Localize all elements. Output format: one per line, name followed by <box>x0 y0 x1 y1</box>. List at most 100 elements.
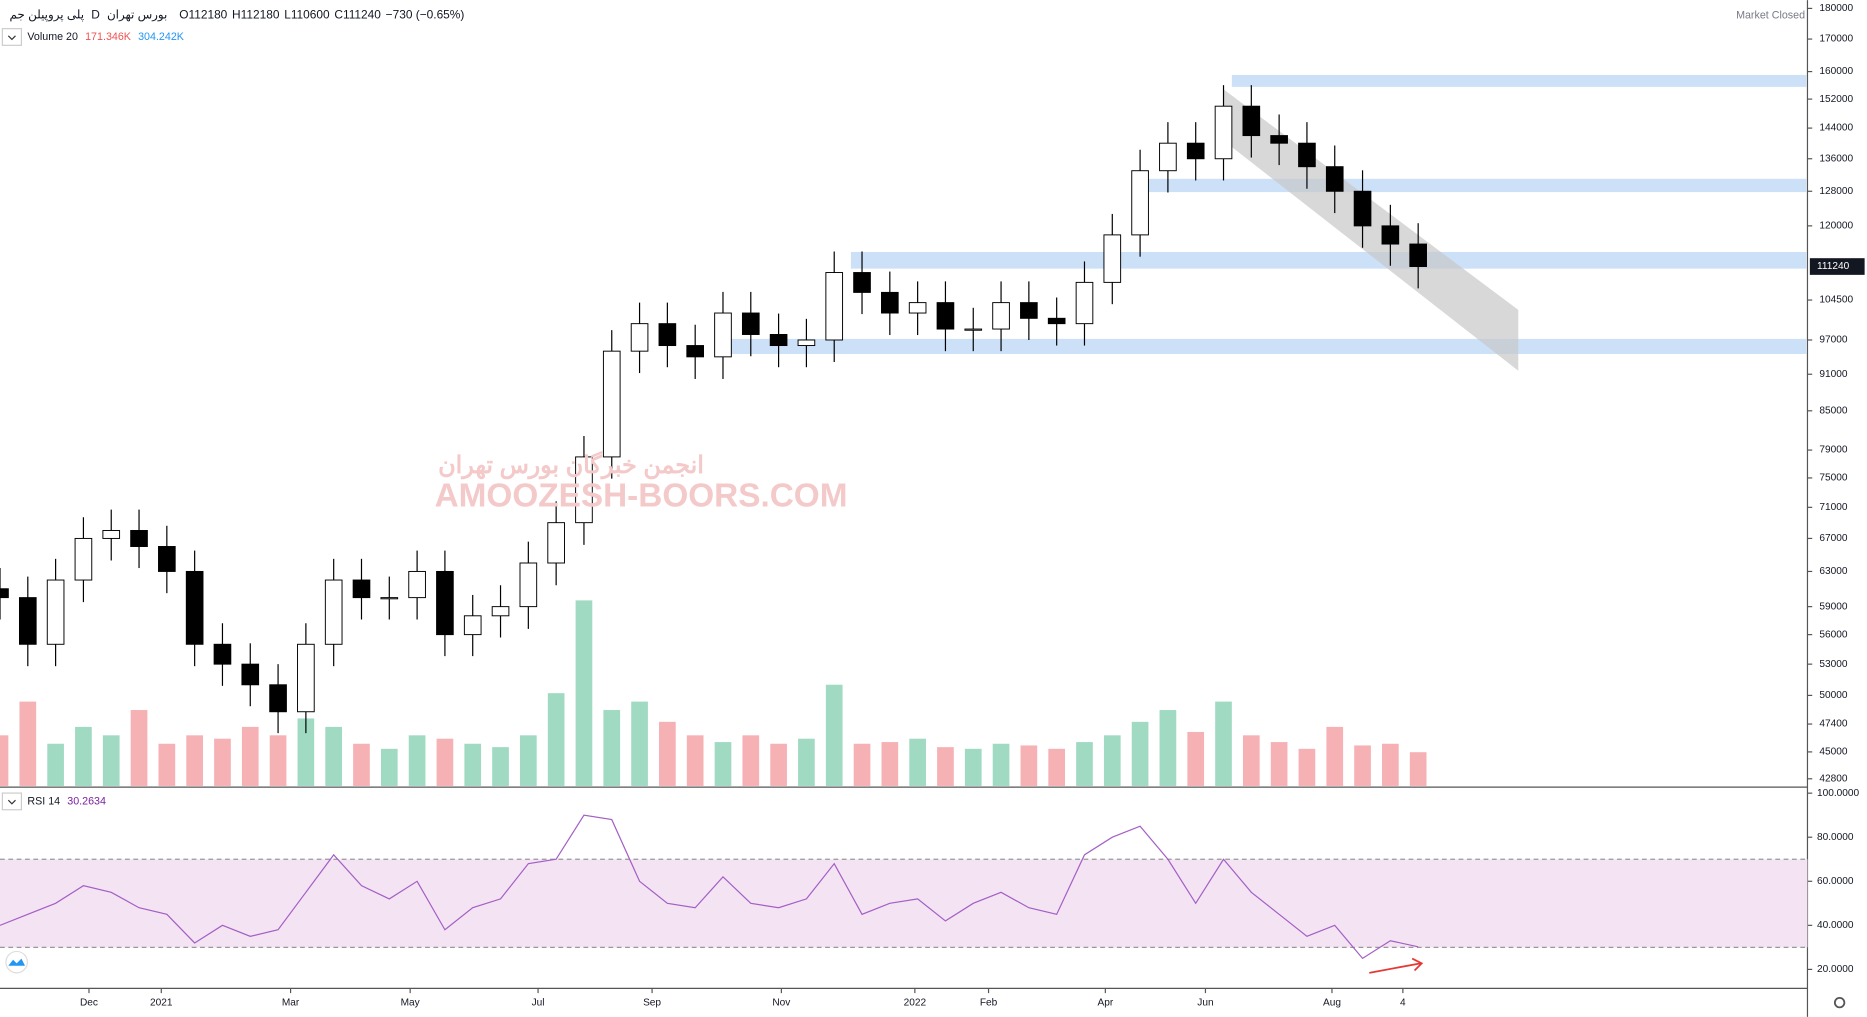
y-tick-label: 79000 <box>1819 445 1847 456</box>
logo[interactable] <box>5 950 28 974</box>
volume-bar <box>1215 701 1232 786</box>
volume-bar <box>686 735 704 786</box>
candle-body <box>769 334 788 347</box>
candle-body <box>0 588 9 599</box>
volume-bar <box>1354 745 1371 786</box>
rsi-value: 30.2634 <box>67 795 106 807</box>
x-tick-label: Sep <box>643 997 661 1008</box>
rsi-tick-label: 60.0000 <box>1817 876 1854 887</box>
volume-bar <box>130 710 148 786</box>
arrow-head <box>1411 957 1424 972</box>
candle-body <box>213 643 232 665</box>
zones-layer <box>714 74 1807 371</box>
collapse-button[interactable] <box>1 28 23 46</box>
volume-bar <box>1048 748 1066 786</box>
x-tick-label: Apr <box>1097 997 1113 1008</box>
candle-body <box>1242 105 1261 137</box>
candle-body <box>1270 135 1288 144</box>
logo-icon <box>8 958 26 966</box>
volume-ma: 304.242K <box>138 31 185 43</box>
ohlc-change: −730 (−0.65%) <box>386 8 465 22</box>
y-tick-label: 91000 <box>1819 369 1847 380</box>
volume-label: Volume 20 <box>27 31 78 43</box>
candle-body <box>964 328 983 331</box>
price-tag <box>1809 258 1865 275</box>
volume-bar <box>1131 721 1149 786</box>
collapse-icon <box>7 799 16 805</box>
zone <box>1137 178 1807 193</box>
volume-bar <box>937 747 954 786</box>
candle-body <box>1075 281 1094 325</box>
volume-bar <box>1159 710 1177 786</box>
rsi-tick-label: 100.0000 <box>1817 788 1860 799</box>
y-tick-label: 160000 <box>1819 66 1853 77</box>
volume-bar <box>0 735 9 786</box>
volume-bar <box>1270 742 1288 786</box>
x-tick-label: Jun <box>1197 997 1213 1008</box>
symbol-name: پلی پروپیلن جم <box>10 8 85 22</box>
y-tick-label: 63000 <box>1819 566 1847 577</box>
volume-bar <box>325 726 343 786</box>
rsi-tick-label: 40.0000 <box>1817 920 1854 931</box>
candle-body <box>936 302 955 330</box>
zone <box>714 338 1807 354</box>
rsi-tick-label: 20.0000 <box>1817 964 1854 975</box>
y-tick-label: 180000 <box>1819 3 1853 14</box>
volume-legend: Volume 20 171.346K 304.242K <box>27 31 184 43</box>
x-tick-label: 4 <box>1400 997 1406 1008</box>
volume-bar <box>186 735 203 786</box>
rsi-tick-label: 80.0000 <box>1817 832 1854 843</box>
volume-bar <box>1409 752 1427 786</box>
volume-bar <box>1326 726 1344 786</box>
volume-bar <box>214 738 231 786</box>
y-tick-label: 120000 <box>1819 221 1853 232</box>
main-layer <box>0 85 1427 786</box>
candle-body <box>463 615 482 636</box>
candle-body <box>158 546 176 572</box>
volume-bar <box>659 721 676 786</box>
volume-bar <box>603 710 621 786</box>
y-tick-label: 144000 <box>1819 123 1853 134</box>
y-tick-label: 75000 <box>1819 473 1847 484</box>
x-tick-label: Feb <box>980 997 998 1008</box>
rsi-line <box>0 814 1419 960</box>
y-tick-label: 170000 <box>1819 34 1853 45</box>
candle-body <box>297 643 315 713</box>
candle-body <box>658 323 677 347</box>
volume-bar <box>631 701 648 786</box>
volume-bar <box>825 684 843 786</box>
candle-body <box>547 522 565 564</box>
settings-icon[interactable] <box>1833 996 1846 1009</box>
candle-body <box>1353 190 1372 227</box>
rsi-label: RSI 14 <box>27 795 60 807</box>
volume-bar <box>1298 748 1316 786</box>
candle-body <box>46 579 65 645</box>
candle-body <box>630 323 649 352</box>
y-tick-label: 136000 <box>1819 153 1853 164</box>
candle-body <box>741 312 760 335</box>
volume-bar <box>158 743 176 786</box>
volume-bar <box>492 747 509 786</box>
candle-body <box>408 570 426 599</box>
candle-body <box>714 312 732 358</box>
candle-body <box>102 530 121 539</box>
volume-bar <box>19 701 37 786</box>
y-tick-label: 56000 <box>1819 629 1847 640</box>
price-tag-label: 111240 <box>1817 261 1850 272</box>
candle-body <box>74 537 93 581</box>
symbol: پلی پروپیلن جم D بورس تهران O112180 H112180 L… <box>10 8 465 22</box>
candle-body <box>602 350 621 458</box>
collapse-button[interactable] <box>1 792 23 811</box>
ohlc: H112180 <box>232 8 280 22</box>
ohlc: C111240 <box>334 8 381 22</box>
x-tick-label: 2022 <box>904 997 927 1008</box>
volume-bar <box>408 735 426 786</box>
channel <box>1223 89 1519 371</box>
candle-body <box>797 339 816 347</box>
volume-bar <box>1076 742 1093 786</box>
volume-bar <box>297 718 315 786</box>
volume-bar <box>742 735 760 786</box>
volume-bar <box>853 743 871 786</box>
